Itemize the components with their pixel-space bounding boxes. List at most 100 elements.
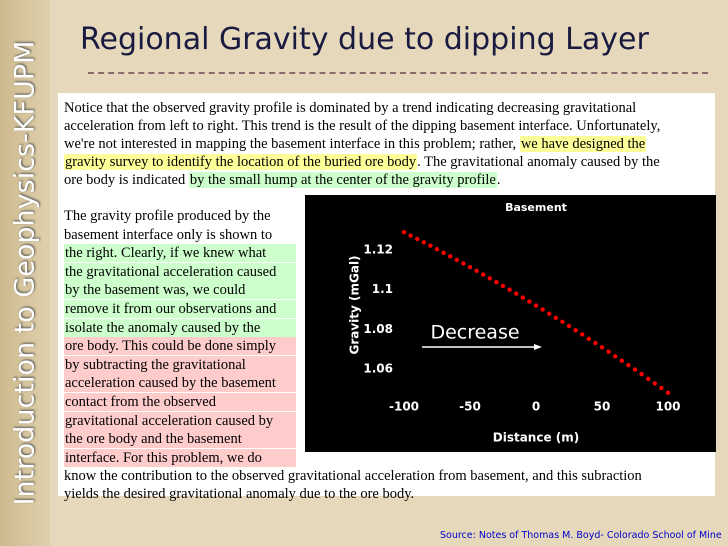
text-line: ore body. This could be done simply (64, 337, 296, 356)
data-point (487, 276, 492, 281)
text-line: yields the desired gravitational anomaly… (64, 486, 415, 502)
data-point (560, 319, 565, 324)
data-point (421, 240, 426, 245)
data-point (415, 236, 420, 242)
data-point (527, 299, 532, 304)
title: Regional Gravity due to dipping Layer (80, 22, 649, 57)
x-tick-label: -100 (389, 400, 419, 414)
data-point (481, 272, 486, 277)
data-point (566, 323, 572, 329)
source: Source: Notes of Thomas M. Boyd- Colorad… (440, 530, 722, 541)
data-point (580, 332, 585, 337)
text-segment: we have designed the (519, 136, 647, 152)
text-line: basement interface only is shown to (64, 226, 272, 244)
y-tick-label: 1.08 (363, 322, 393, 336)
data-point (632, 367, 638, 372)
data-point (540, 307, 545, 312)
data-point (454, 257, 459, 263)
x-tick-label: -50 (459, 400, 481, 414)
sidebar: Introduction to Geophysics-KFUPM (0, 0, 50, 546)
annotation-box (419, 318, 531, 346)
data-point (474, 268, 479, 274)
x-tick-label: 0 (532, 400, 540, 414)
text-line: by the basement was, we could (64, 281, 296, 300)
text-line: the gravitational acceleration caused (64, 262, 296, 281)
text-line: The gravity profile produced by the (64, 207, 271, 225)
text-segment: remove it from our observations and (64, 300, 296, 318)
x-tick-label: 100 (655, 400, 680, 414)
y-tick-label: 1.06 (363, 361, 393, 375)
text-segment: ore body. This could be done simply (64, 337, 296, 356)
text-segment: the gravitational acceleration caused (64, 262, 296, 281)
chart: Basement Distance (m) Gravity (mGal) Dec… (305, 195, 716, 452)
data-point (434, 247, 440, 252)
text-line: isolate the anomaly caused by the (64, 318, 296, 337)
text-line: gravitational acceleration caused by (64, 411, 296, 430)
text-segment: ore body is indicated (64, 172, 189, 188)
data-point (606, 349, 611, 354)
text-segment: acceleration from left to right. This tr… (64, 118, 661, 134)
data-point (665, 390, 671, 395)
text-segment: . The gravitational anomaly caused by th… (417, 154, 660, 170)
data-point (461, 261, 466, 266)
text-segment: acceleration caused by the basement (64, 374, 296, 393)
annotation-arrowhead (534, 344, 542, 350)
text-segment: by the basement was, we could (64, 281, 296, 300)
x-tick-label: 50 (594, 400, 611, 414)
annotation: Decrease (430, 322, 519, 344)
data-point (639, 371, 644, 377)
data-point (626, 362, 631, 368)
sidebar-text: Introduction to Geophysics-KFUPM (9, 40, 41, 506)
text-segment: the right. Clearly, if we knew what (64, 244, 296, 263)
text-segment: basement interface only is shown to (64, 226, 273, 243)
x-axis-label: Distance (m) (493, 431, 580, 445)
chart-title: Basement (505, 201, 567, 214)
data-point (494, 279, 499, 285)
data-point (514, 291, 519, 296)
data-point (599, 345, 605, 350)
text-line: gravity survey to identify the location … (64, 153, 660, 171)
data-point (441, 250, 446, 255)
text-line: ore body is indicated by the small hump … (64, 171, 500, 189)
data-point (613, 354, 618, 359)
text-line: by subtracting the gravitational (64, 355, 296, 374)
text-line: the ore body and the basement (64, 430, 296, 449)
text-line: the right. Clearly, if we knew what (64, 244, 296, 263)
text-segment: by the small hump at the center of the g… (188, 172, 497, 188)
y-tick-label: 1.1 (372, 282, 393, 296)
data-point (586, 336, 591, 342)
data-point (533, 303, 539, 308)
text-segment: gravitational acceleration caused by (64, 411, 296, 430)
text-line: acceleration caused by the basement (64, 374, 296, 393)
text-segment: by subtracting the gravitational (64, 355, 296, 374)
text-segment: we're not interested in mapping the base… (64, 136, 520, 152)
text-line: interface. For this problem, we do (64, 448, 296, 467)
data-point (659, 385, 664, 391)
text-segment: The gravity profile produced by the (64, 208, 271, 224)
text-segment: . (496, 172, 501, 188)
text-line: Notice that the observed gravity profile… (64, 99, 636, 117)
text-segment: contact from the observed (64, 393, 296, 411)
data-point (408, 233, 413, 238)
text-segment: Notice that the observed gravity profile… (64, 100, 637, 116)
data-point (553, 315, 558, 321)
data-point (573, 328, 578, 333)
data-point (500, 283, 506, 289)
data-point (448, 254, 453, 259)
divider (88, 72, 708, 74)
text-line: acceleration from left to right. This tr… (64, 117, 660, 135)
text-segment: the ore body and the basement (64, 430, 296, 449)
text-line: remove it from our observations and (64, 300, 296, 318)
y-axis-label: Gravity (mGal) (348, 255, 362, 354)
data-point (593, 340, 598, 346)
data-point (428, 243, 433, 248)
data-point (401, 229, 407, 235)
data-point (619, 358, 624, 363)
y-tick-label: 1.12 (363, 243, 393, 257)
data-point (507, 287, 512, 292)
text-segment: gravity survey to identify the location … (64, 154, 418, 170)
text-segment: isolate the anomaly caused by the (64, 318, 296, 337)
text-line: contact from the observed (64, 393, 296, 411)
text-segment: interface. For this problem, we do (64, 448, 296, 467)
data-point (646, 376, 651, 382)
